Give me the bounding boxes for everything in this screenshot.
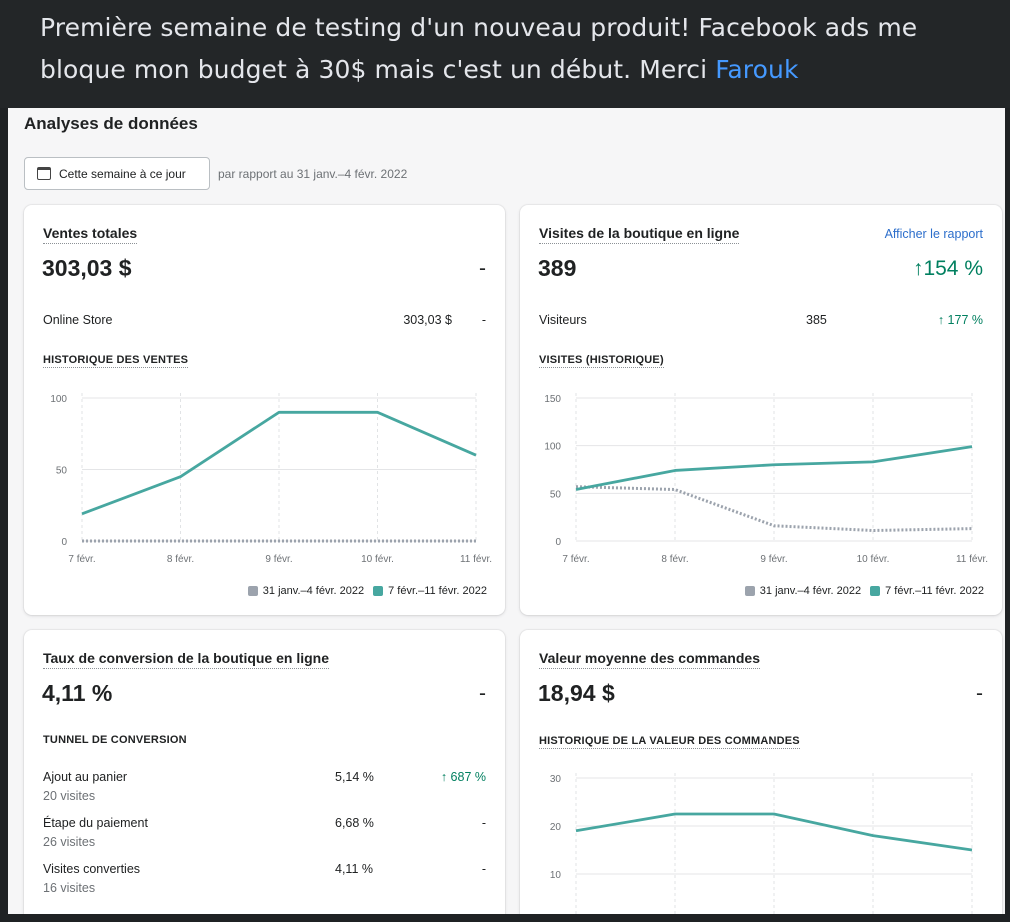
date-range-label: Cette semaine à ce jour	[59, 167, 186, 181]
chart-legend: 31 janv.–4 févr. 2022 7 févr.–11 févr. 2…	[736, 585, 984, 597]
card-change: ↑154 %	[913, 257, 983, 281]
y-tick-label: 50	[56, 466, 68, 477]
funnel-change: ↑ 687 %	[441, 770, 486, 784]
legend-swatch	[745, 586, 755, 596]
funnel-change: -	[482, 816, 486, 830]
row-label: Visiteurs	[539, 313, 587, 327]
y-tick-label: 10	[550, 870, 562, 881]
legend-label: 31 janv.–4 févr. 2022	[263, 585, 364, 597]
analytics-screenshot: Analyses de données Cette semaine à ce j…	[8, 108, 1005, 914]
funnel-visits: 26 visites	[43, 835, 95, 849]
funnel-row: Étape du paiement 26 visites 6,68 % -	[43, 816, 486, 856]
funnel-value: 6,68 %	[335, 816, 374, 830]
average-order-value-card: Valeur moyenne des commandes 18,94 $ - H…	[520, 630, 1002, 914]
x-tick-label: 10 févr.	[857, 554, 890, 565]
y-tick-label: 0	[61, 537, 67, 548]
funnel-visits: 16 visites	[43, 881, 95, 895]
aov-history-chart: 0102030	[520, 755, 1002, 914]
funnel-label: Étape du paiement	[43, 816, 148, 830]
card-title[interactable]: Valeur moyenne des commandes	[539, 650, 760, 669]
legend-item-current[interactable]: 7 févr.–11 févr. 2022	[373, 585, 487, 597]
series-line-current	[576, 814, 972, 850]
card-title[interactable]: Ventes totales	[43, 225, 137, 244]
legend-swatch	[870, 586, 880, 596]
row-value: 303,03 $	[403, 313, 452, 327]
x-tick-label: 11 févr.	[956, 554, 988, 565]
total-sales-card: Ventes totales 303,03 $ - Online Store 3…	[24, 205, 505, 615]
card-value: 303,03 $	[42, 255, 132, 282]
legend-label: 7 févr.–11 févr. 2022	[885, 585, 984, 597]
x-tick-label: 8 févr.	[167, 554, 194, 565]
legend-item-current[interactable]: 7 févr.–11 févr. 2022	[870, 585, 984, 597]
store-visits-card: Visites de la boutique en ligne Afficher…	[520, 205, 1002, 615]
section-label[interactable]: VISITES (HISTORIQUE)	[539, 354, 664, 368]
y-tick-label: 100	[50, 394, 67, 405]
legend-label: 7 févr.–11 févr. 2022	[388, 585, 487, 597]
chart-legend: 31 janv.–4 févr. 2022 7 févr.–11 févr. 2…	[239, 585, 487, 597]
x-tick-label: 11 févr.	[460, 554, 492, 565]
x-tick-label: 8 févr.	[661, 554, 688, 565]
row-label: Online Store	[43, 313, 112, 327]
funnel-value: 5,14 %	[335, 770, 374, 784]
legend-item-previous[interactable]: 31 janv.–4 févr. 2022	[248, 585, 364, 597]
section-label[interactable]: HISTORIQUE DE LA VALEUR DES COMMANDES	[539, 735, 800, 749]
funnel-row: Visites converties 16 visites 4,11 % -	[43, 862, 486, 902]
x-tick-label: 9 févr.	[760, 554, 787, 565]
card-change: -	[479, 257, 486, 281]
y-tick-label: 150	[544, 394, 561, 405]
funnel-label: Visites converties	[43, 862, 140, 876]
x-tick-label: 7 févr.	[68, 554, 95, 565]
y-tick-label: 50	[550, 489, 562, 500]
section-label[interactable]: HISTORIQUE DES VENTES	[43, 354, 188, 368]
x-tick-label: 10 févr.	[361, 554, 394, 565]
funnel-change: -	[482, 862, 486, 876]
series-line-current	[82, 412, 476, 514]
y-tick-label: 0	[555, 537, 561, 548]
funnel-value: 4,11 %	[335, 862, 373, 876]
y-tick-label: 20	[550, 822, 562, 833]
y-tick-label: 100	[544, 442, 561, 453]
x-tick-label: 9 févr.	[265, 554, 292, 565]
funnel-label: Ajout au panier	[43, 770, 127, 784]
sales-history-chart: 0 50 100 7 févr. 8 févr. 9 févr. 10 févr. 11 fé…	[24, 373, 505, 573]
post-caption: Première semaine de testing d'un nouveau…	[0, 0, 1010, 108]
compare-period-text: par rapport au 31 janv.–4 févr. 2022	[218, 167, 407, 181]
view-report-link[interactable]: Afficher le rapport	[885, 227, 983, 241]
legend-label: 31 janv.–4 févr. 2022	[760, 585, 861, 597]
legend-item-previous[interactable]: 31 janv.–4 févr. 2022	[745, 585, 861, 597]
card-value: 4,11 %	[42, 680, 112, 707]
card-change: -	[479, 682, 486, 706]
row-change: -	[482, 313, 486, 327]
funnel-row: Ajout au panier 20 visites 5,14 % ↑ 687 …	[43, 770, 486, 810]
row-value: 385	[806, 313, 827, 327]
card-title[interactable]: Visites de la boutique en ligne	[539, 225, 739, 244]
y-tick-label: 30	[550, 774, 562, 785]
conversion-rate-card: Taux de conversion de la boutique en lig…	[24, 630, 505, 914]
legend-swatch	[373, 586, 383, 596]
row-change: ↑ 177 %	[938, 313, 983, 327]
card-value: 389	[538, 255, 576, 282]
section-label: TUNNEL DE CONVERSION	[43, 734, 187, 747]
x-tick-label: 7 févr.	[562, 554, 589, 565]
calendar-icon	[37, 167, 51, 180]
mention-link[interactable]: Farouk	[715, 55, 798, 84]
breakdown-row: Visiteurs 385 ↑ 177 %	[539, 313, 983, 331]
date-range-button[interactable]: Cette semaine à ce jour	[24, 157, 210, 190]
card-change: -	[976, 682, 983, 706]
card-title[interactable]: Taux de conversion de la boutique en lig…	[43, 650, 329, 669]
breakdown-row: Online Store 303,03 $ -	[43, 313, 486, 331]
funnel-visits: 20 visites	[43, 789, 95, 803]
visits-history-chart: 0 50 100 150 7 févr. 8 févr. 9 févr. 10 févr. 11…	[520, 373, 1002, 573]
legend-swatch	[248, 586, 258, 596]
card-value: 18,94 $	[538, 680, 615, 707]
page-title: Analyses de données	[24, 114, 198, 134]
